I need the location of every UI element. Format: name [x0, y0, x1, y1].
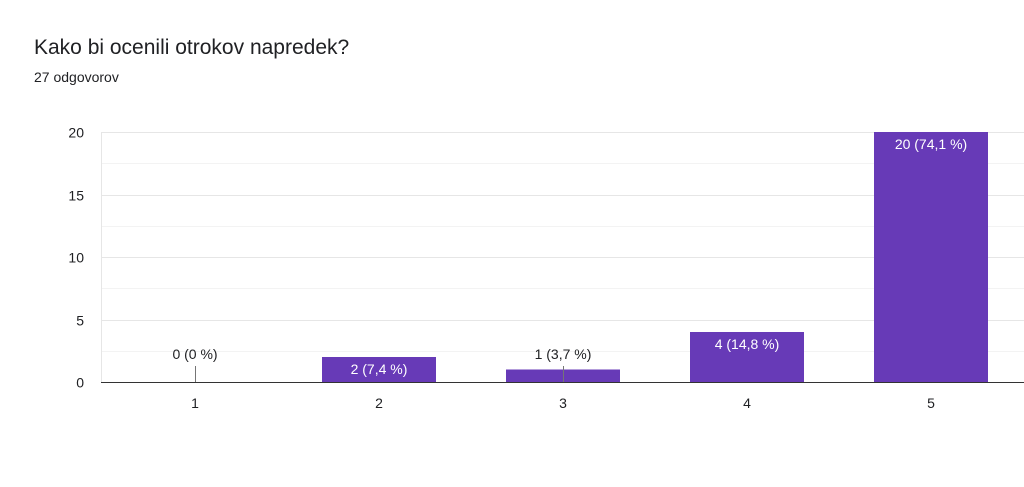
x-tick-label: 1 — [191, 395, 199, 411]
y-tick-label: 20 — [68, 125, 84, 141]
bar — [322, 357, 436, 382]
y-tick-label: 10 — [68, 250, 84, 266]
data-label: 1 (3,7 %) — [535, 346, 592, 362]
y-tick-label: 15 — [68, 188, 84, 204]
bar — [874, 132, 988, 382]
x-tick-label: 3 — [559, 395, 567, 411]
y-tick-label: 0 — [76, 375, 84, 391]
data-label: 4 (14,8 %) — [715, 336, 780, 352]
data-label: 20 (74,1 %) — [895, 136, 967, 152]
data-label: 2 (7,4 %) — [351, 361, 408, 377]
x-tick-label: 5 — [927, 395, 935, 411]
y-tick-label: 5 — [76, 313, 84, 329]
bar — [690, 332, 804, 382]
x-tick-label: 4 — [743, 395, 751, 411]
chart-title: Kako bi ocenili otrokov napredek? — [34, 36, 350, 59]
data-label: 0 (0 %) — [172, 346, 217, 362]
x-tick-label: 2 — [375, 395, 383, 411]
response-count: 27 odgovorov — [34, 69, 119, 85]
